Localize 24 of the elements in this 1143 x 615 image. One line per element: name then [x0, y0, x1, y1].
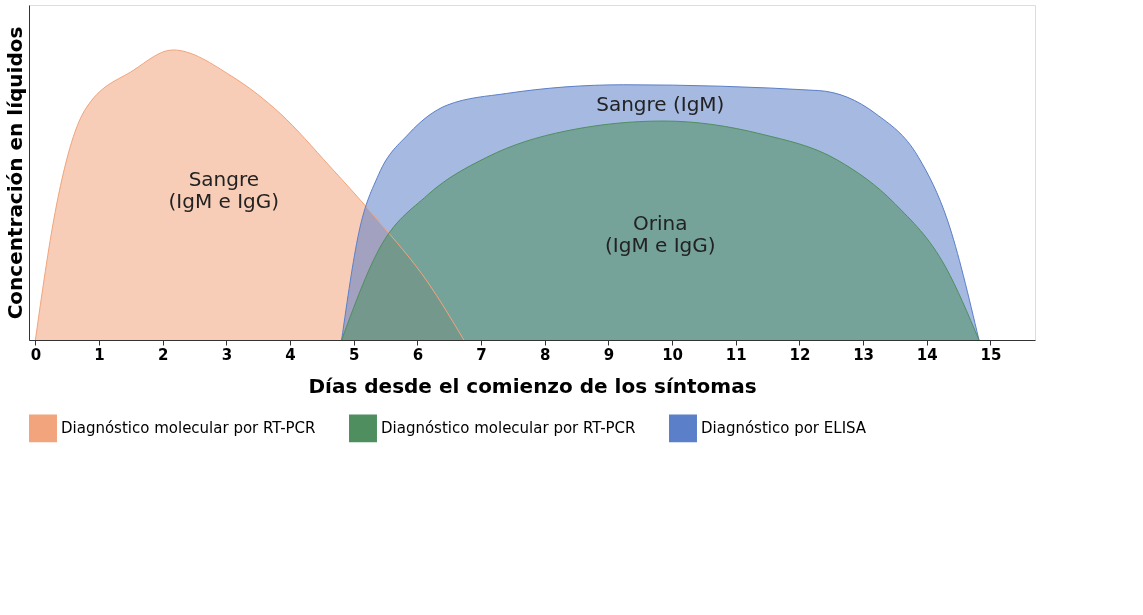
- annotation: Orina (IgM e IgG): [605, 210, 716, 257]
- annotation: Sangre (IgM e IgG): [168, 167, 280, 214]
- x-tick-label: 14: [916, 345, 938, 364]
- x-tick-label: 10: [662, 345, 684, 364]
- x-tick-label: 15: [980, 345, 1002, 364]
- x-tick-label: 5: [349, 345, 360, 364]
- x-tick-label: 9: [603, 345, 615, 364]
- x-tick-label: 12: [789, 345, 811, 364]
- legend-label: Diagnóstico por ELISA: [701, 419, 867, 438]
- legend-label: Diagnóstico molecular por RT-PCR: [61, 419, 316, 438]
- x-tick-label: 7: [476, 345, 487, 364]
- x-tick-label: 11: [725, 345, 747, 364]
- x-tick-label: 4: [285, 345, 296, 364]
- x-tick-label: 8: [540, 345, 551, 364]
- annotation: Sangre (IgM): [596, 92, 725, 117]
- x-tick-label: 3: [221, 345, 233, 364]
- x-tick-label: 0: [30, 345, 42, 364]
- legend-label: Diagnóstico molecular por RT-PCR: [381, 419, 636, 438]
- x-tick-label: 2: [157, 345, 169, 364]
- x-tick-label: 1: [94, 345, 105, 364]
- y-axis-title: Concentración en líquidos: [2, 26, 27, 320]
- x-tick-label: 13: [853, 345, 875, 364]
- x-tick-label: 6: [412, 345, 424, 364]
- x-axis-title: Días desde el comienzo de los síntomas: [308, 373, 757, 398]
